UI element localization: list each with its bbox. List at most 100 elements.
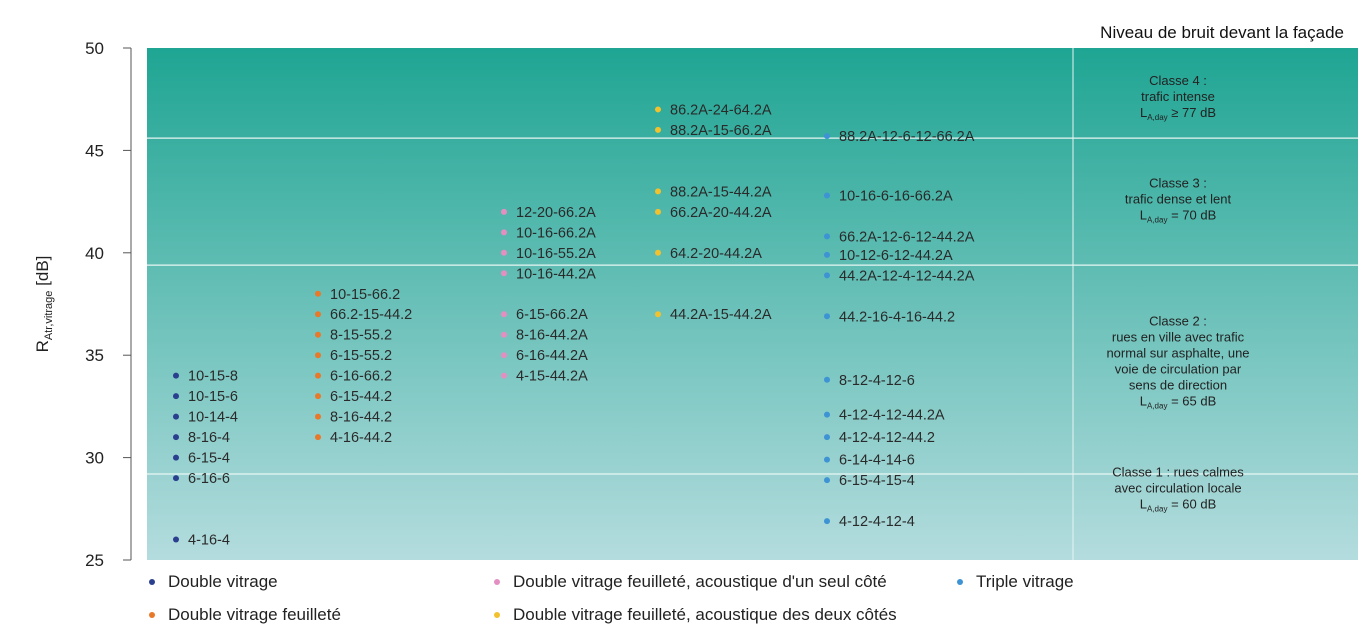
data-point-label: 88.2A-15-66.2A (670, 123, 772, 139)
y-tick-label: 30 (85, 449, 104, 468)
data-point (824, 192, 830, 199)
data-point-label: 8-16-44.2 (330, 410, 392, 426)
series-group: 10-15-66.2 66.2-15-44.2 8-15-55.2 6-15-55.2… (315, 287, 412, 446)
data-point-label: 4-12-4-12-44.2A (839, 408, 945, 424)
legend-marker (494, 579, 500, 585)
legend-item: Double vitrage feuilleté (149, 605, 341, 624)
data-point-label: 8-15-55.2 (330, 328, 392, 344)
data-point-label: 6-15-4 (188, 451, 230, 467)
data-point (824, 376, 830, 383)
data-point-label: 64.2-20-44.2A (670, 246, 762, 262)
data-point-label: 66.2A-12-6-12-44.2A (839, 229, 975, 245)
data-point-label: 10-16-55.2A (516, 246, 596, 262)
data-point (824, 518, 830, 525)
series-group: 10-15-8 10-15-6 10-14-4 8-16-4 6-15-4 6-16-6 4… (173, 369, 238, 549)
data-point-label: 8-16-4 (188, 430, 230, 446)
data-point-label: 6-16-44.2A (516, 348, 588, 364)
data-point (824, 133, 830, 140)
data-point (501, 352, 507, 359)
data-point (501, 270, 507, 277)
data-point-label: 88.2A-12-6-12-66.2A (839, 129, 975, 145)
data-point (315, 434, 321, 441)
data-point-label: 10-16-66.2A (516, 225, 596, 241)
data-point-label: 66.2-15-44.2 (330, 307, 412, 323)
data-point-label: 4-12-4-12-4 (839, 514, 915, 530)
data-point (173, 393, 179, 400)
series-group: 12-20-66.2A 10-16-66.2A 10-16-55.2A 10-16-4… (501, 205, 596, 385)
data-point (315, 393, 321, 400)
data-point-label: 8-12-4-12-6 (839, 373, 915, 389)
data-point-label: 4-12-4-12-44.2 (839, 430, 935, 446)
data-point (501, 208, 507, 215)
data-point-label: 10-14-4 (188, 410, 238, 426)
data-point (501, 372, 507, 379)
class-text: Classe 3 : (1149, 176, 1207, 191)
data-point (315, 352, 321, 359)
data-point-label: 6-14-4-14-6 (839, 453, 915, 469)
class-text: Classe 1 : rues calmes (1112, 464, 1244, 479)
class-metric: LA,day = 70 dB (1140, 208, 1217, 225)
data-point (824, 233, 830, 240)
data-point-label: 4-16-44.2 (330, 430, 392, 446)
data-point-label: 6-15-66.2A (516, 307, 588, 323)
data-point-label: 4-15-44.2A (516, 369, 588, 385)
data-point-label: 6-15-4-15-4 (839, 473, 915, 489)
data-point (173, 536, 179, 543)
data-point (173, 372, 179, 379)
data-point (824, 272, 830, 279)
data-point (824, 434, 830, 441)
data-point-label: 6-16-66.2 (330, 369, 392, 385)
data-point-label: 66.2A-20-44.2A (670, 205, 772, 221)
class-text: Classe 2 : (1149, 313, 1207, 328)
class-metric: LA,day ≥ 77 dB (1140, 105, 1216, 122)
legend-marker (494, 612, 500, 618)
data-point-label: 44.2-16-4-16-44.2 (839, 309, 955, 325)
data-point-label: 10-15-66.2 (330, 287, 400, 303)
legend-marker (957, 579, 963, 585)
legend-item: Double vitrage feuilleté, acoustique d'u… (494, 572, 887, 591)
class-metric: LA,day = 60 dB (1140, 496, 1217, 513)
data-point (824, 456, 830, 463)
data-point (655, 311, 661, 318)
data-point-label: 10-12-6-12-44.2A (839, 248, 953, 264)
data-point (824, 477, 830, 484)
y-tick-label: 35 (85, 346, 104, 365)
data-point-label: 6-15-55.2 (330, 348, 392, 364)
legend-item: Double vitrage feuilleté, acoustique des… (494, 605, 897, 624)
data-point (173, 434, 179, 441)
plot-background (147, 48, 1358, 560)
class-metric: LA,day = 65 dB (1140, 393, 1217, 410)
data-point (655, 126, 661, 133)
data-point (501, 331, 507, 338)
class-text: avec circulation locale (1114, 480, 1241, 495)
data-point-label: 4-16-4 (188, 533, 230, 549)
class-text: voie de circulation par (1115, 361, 1242, 376)
y-tick-label: 45 (85, 141, 104, 160)
chart-title: Niveau de bruit devant la façade (1100, 23, 1344, 42)
data-point-label: 88.2A-15-44.2A (670, 184, 772, 200)
legend-label: Double vitrage feuilleté, acoustique d'u… (513, 572, 887, 591)
data-point (173, 413, 179, 420)
class-text: sens de direction (1129, 377, 1227, 392)
data-point-label: 10-15-8 (188, 369, 238, 385)
data-point (173, 475, 179, 482)
class-annotation: Classe 2 :rues en ville avec traficnorma… (1106, 313, 1249, 410)
legend-label: Double vitrage (168, 572, 278, 591)
data-point-label: 44.2A-12-4-12-44.2A (839, 268, 975, 284)
data-point (315, 290, 321, 297)
data-point-label: 44.2A-15-44.2A (670, 307, 772, 323)
data-point (655, 188, 661, 195)
data-point (501, 311, 507, 318)
data-point-label: 12-20-66.2A (516, 205, 596, 221)
data-point (655, 208, 661, 215)
class-text: trafic intense (1141, 89, 1215, 104)
data-point (315, 331, 321, 338)
data-point-label: 10-16-6-16-66.2A (839, 188, 953, 204)
series-group: 86.2A-24-64.2A 88.2A-15-66.2A 88.2A-15-44.… (655, 102, 772, 323)
legend-item: Double vitrage (149, 572, 278, 591)
data-point-label: 10-16-44.2A (516, 266, 596, 282)
legend-marker (149, 579, 155, 585)
